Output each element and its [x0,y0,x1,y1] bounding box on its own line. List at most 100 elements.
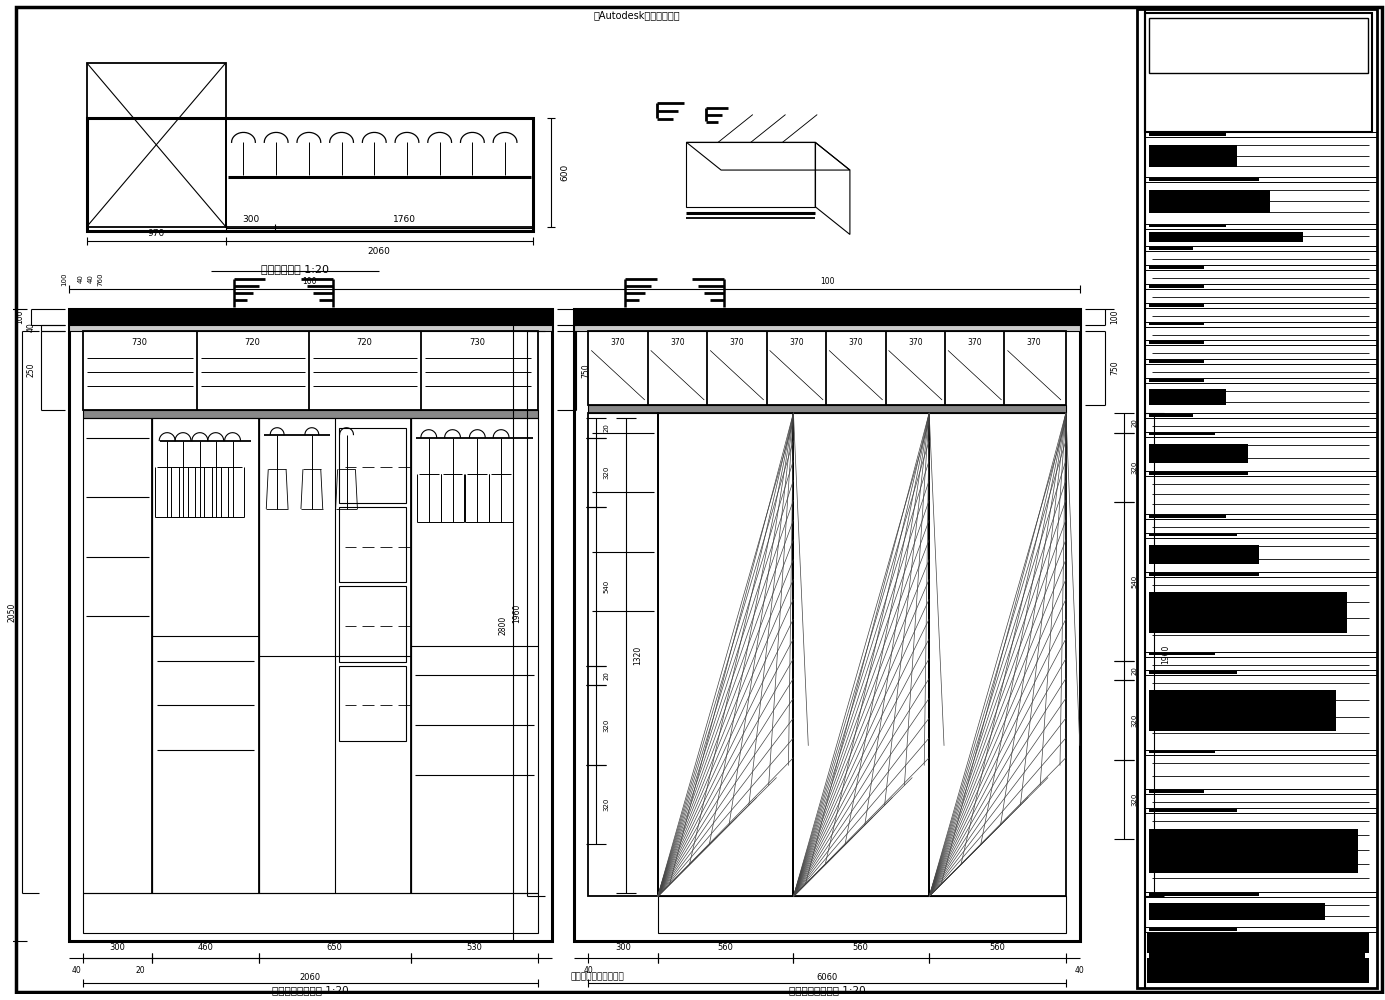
Bar [1150,671,1237,674]
Text: 320: 320 [602,718,609,732]
Bar [1150,341,1204,344]
Text: 650: 650 [327,943,342,952]
Text: 320: 320 [602,798,609,811]
Text: 20: 20 [136,966,145,975]
Text: 100: 100 [302,277,317,286]
Bar [1150,653,1215,655]
Text: 370: 370 [968,338,982,347]
Bar [338,666,406,741]
Text: 2800: 2800 [499,615,507,635]
Bar [575,309,1080,941]
Bar [259,418,411,893]
Bar [1150,433,1215,435]
Text: 560: 560 [853,943,868,952]
Bar [794,413,929,896]
Bar [1150,247,1192,250]
Text: 320: 320 [1132,461,1137,474]
Text: 560: 560 [990,943,1006,952]
Bar [87,63,226,227]
Bar [1150,829,1359,873]
Bar [1150,893,1259,896]
Text: 2050: 2050 [7,602,17,622]
Text: 730: 730 [470,338,485,347]
Text: 20: 20 [1132,418,1137,427]
Text: 2060: 2060 [368,247,391,256]
Text: 370: 370 [611,338,626,347]
Text: 370: 370 [1026,338,1042,347]
Bar [69,309,551,941]
Text: 20: 20 [602,423,609,432]
Bar [1150,790,1204,793]
Text: 370: 370 [730,338,744,347]
Bar [1150,304,1204,307]
Text: 主卧衣柜正立面图 1:20: 主卧衣柜正立面图 1:20 [271,986,348,996]
Bar [1150,545,1259,564]
Text: 370: 370 [909,338,922,347]
Text: 320: 320 [602,466,609,479]
Text: 1320: 1320 [633,646,643,665]
Bar [1150,928,1237,931]
Text: 720: 720 [244,338,260,347]
Bar [1150,323,1204,325]
Text: 100: 100 [15,309,24,324]
Bar [1150,133,1226,136]
Bar [1137,9,1377,988]
Text: 530: 530 [467,943,482,952]
Bar [69,325,551,331]
Bar [658,413,794,896]
Bar [1150,903,1325,920]
Text: 40: 40 [26,323,36,332]
Text: 750: 750 [582,363,591,378]
Bar [338,507,406,582]
Text: 300: 300 [615,943,632,952]
Text: 750: 750 [1109,360,1119,375]
Text: 370: 370 [670,338,684,347]
Bar [411,418,537,893]
Text: 760: 760 [98,272,104,286]
Bar [338,428,406,503]
Bar [152,418,259,893]
Bar [1150,232,1303,242]
Text: 100: 100 [61,272,66,286]
Bar [575,325,1080,331]
Text: 370: 370 [849,338,863,347]
Text: 560: 560 [717,943,733,952]
Text: 600: 600 [560,163,569,181]
Text: 主卧衣柜平面 1:20: 主卧衣柜平面 1:20 [260,264,330,274]
Bar [1150,751,1215,753]
Text: 2060: 2060 [299,973,320,982]
Bar [1145,13,1373,132]
Bar [83,410,537,418]
Bar [338,586,406,662]
Bar [1150,444,1248,463]
Bar [1150,943,1364,973]
Text: 100: 100 [820,277,834,286]
Text: 140: 140 [1195,390,1219,400]
Text: 此图纸仅限于教育用途: 此图纸仅限于教育用途 [571,972,625,981]
Text: 970: 970 [148,229,165,238]
Bar [1150,690,1337,731]
Text: 2800: 2800 [0,615,3,635]
Text: 40: 40 [87,275,94,283]
Text: 540: 540 [1132,575,1137,588]
Text: 1760: 1760 [392,215,416,224]
Bar [83,331,537,410]
Bar [1150,809,1237,812]
Text: 40: 40 [1075,966,1084,975]
Bar [1150,414,1192,417]
Bar [589,405,1066,413]
Text: 320: 320 [1132,793,1137,806]
Bar [589,331,1066,405]
Bar [589,413,658,896]
Bar [1150,178,1259,181]
Bar [1150,379,1204,382]
Bar [1150,266,1204,269]
Text: 由Autodesk教育产品制作: 由Autodesk教育产品制作 [594,10,680,20]
Bar [1150,18,1368,73]
Bar [929,413,1066,896]
Bar [1150,389,1226,405]
Text: 1960: 1960 [512,603,522,623]
Bar [1150,145,1237,167]
Bar [87,118,533,231]
Text: 720: 720 [356,338,373,347]
